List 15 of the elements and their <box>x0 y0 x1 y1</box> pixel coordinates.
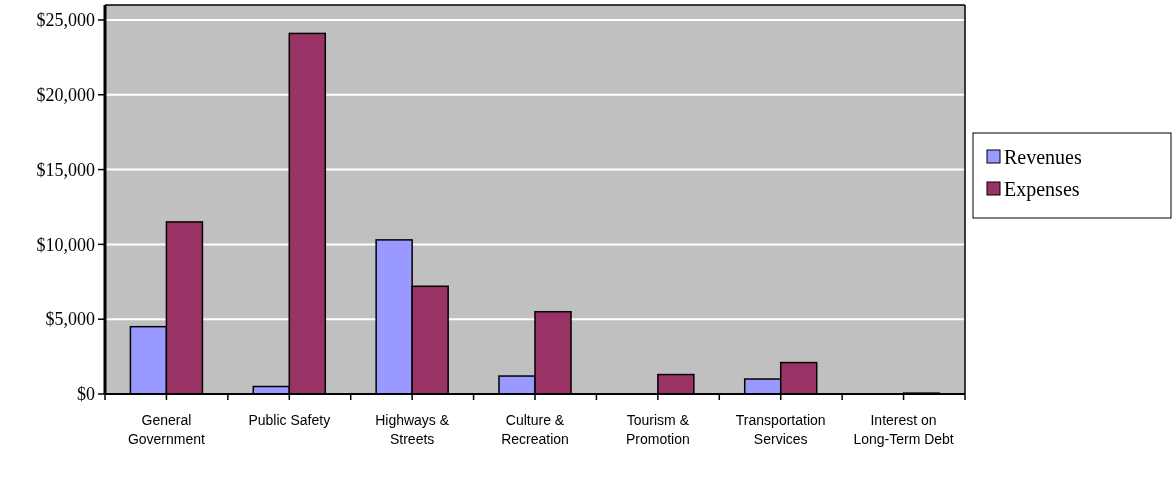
y-tick-label: $20,000 <box>36 85 95 106</box>
x-tick-label: Interest on Long-Term Debt <box>853 412 954 447</box>
y-tick-label: $10,000 <box>36 234 95 255</box>
x-tick-label: Culture & Recreation <box>501 412 569 447</box>
x-tick-label: General Government <box>127 412 206 447</box>
x-tick-label: Public Safety <box>248 412 331 428</box>
legend-label: Expenses <box>1004 178 1080 201</box>
y-tick-label: $15,000 <box>36 159 95 180</box>
y-tick-label: $0 <box>77 384 95 405</box>
x-tick-label: Transportation Services <box>735 412 826 447</box>
y-tick-label: $5,000 <box>45 309 95 330</box>
x-tick-label: Tourism & Promotion <box>625 412 690 447</box>
legend-label: Revenues <box>1004 146 1082 168</box>
y-tick-label: $25,000 <box>36 10 95 31</box>
x-tick-label: Highways & Streets <box>375 412 450 447</box>
